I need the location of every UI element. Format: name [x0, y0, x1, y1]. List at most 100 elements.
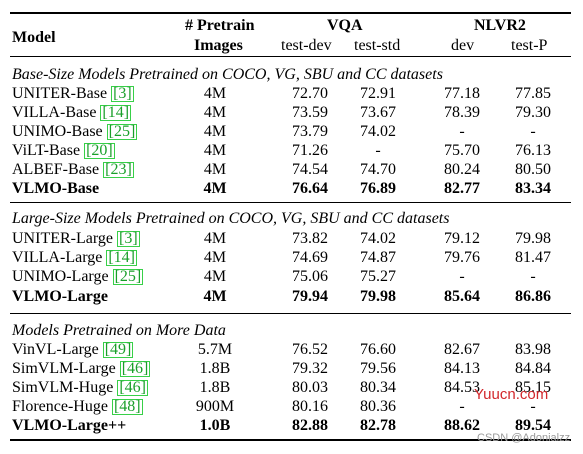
- citation-link[interactable]: [25]: [112, 268, 144, 285]
- model-name: SimVLM-Large [46]: [12, 360, 151, 377]
- vqa-test-dev-cell: 80.16: [292, 398, 328, 415]
- nlvr2-test-p-cell: -: [530, 398, 536, 415]
- vqa-test-dev-cell: 76.64: [292, 180, 328, 197]
- pretrain-cell: 5.7M: [197, 341, 233, 358]
- citation-link[interactable]: [14]: [106, 249, 137, 266]
- header-nlvr2-dev: dev: [451, 37, 475, 54]
- header-nlvr2-test-p: test-P: [511, 37, 548, 54]
- model-name: VLMO-Large: [12, 288, 108, 305]
- nlvr2-test-p-cell: 84.84: [515, 360, 551, 377]
- model-name: UNITER-Large [3]: [12, 230, 140, 247]
- nlvr2-test-p-cell: 89.54: [515, 417, 551, 434]
- section-rule: [10, 202, 571, 203]
- nlvr2-test-p-cell: -: [530, 268, 536, 285]
- vqa-test-std-cell: 82.78: [360, 417, 396, 434]
- citation-link[interactable]: [23]: [103, 161, 134, 178]
- nlvr2-test-p-cell: 85.15: [515, 379, 551, 396]
- vqa-test-dev-cell: 76.52: [292, 341, 328, 358]
- pretrain-cell: 4M: [203, 268, 227, 285]
- section-title: Models Pretrained on More Data: [12, 322, 226, 339]
- table-row: VLMO-Large++ 1.0B 82.88 82.78 88.62 89.5…: [10, 416, 571, 435]
- header-vqa-test-dev: test-dev: [281, 37, 332, 54]
- model-name: VILLA-Base [14]: [12, 104, 132, 121]
- citation-link[interactable]: [48]: [111, 398, 143, 415]
- table-row: UNIMO-Base [25] 4M 73.79 74.02 - -: [10, 122, 571, 141]
- vqa-test-std-cell: 79.56: [360, 360, 396, 377]
- citation-link[interactable]: [49]: [102, 341, 134, 358]
- nlvr2-test-p-cell: 83.98: [515, 341, 551, 358]
- vqa-test-std-cell: 74.02: [360, 230, 396, 247]
- section-title: Base-Size Models Pretrained on COCO, VG,…: [12, 66, 443, 83]
- pretrain-cell: 1.0B: [199, 417, 231, 434]
- vqa-test-std-cell: 75.27: [360, 268, 396, 285]
- pretrain-cell: 4M: [203, 288, 227, 305]
- citation-link[interactable]: [20]: [84, 142, 115, 159]
- citation-link[interactable]: [14]: [100, 104, 132, 121]
- vqa-test-dev-cell: 75.06: [292, 268, 328, 285]
- header-nlvr2: NLVR2: [474, 17, 526, 34]
- table-row: ViLT-Base [20] 4M 71.26 - 75.70 76.13: [10, 141, 571, 160]
- nlvr2-dev-cell: 84.53: [444, 379, 480, 396]
- nlvr2-dev-cell: 79.76: [444, 249, 480, 266]
- nlvr2-test-p-cell: 77.85: [515, 85, 551, 102]
- vqa-test-dev-cell: 73.82: [292, 230, 328, 247]
- nlvr2-test-p-cell: 80.50: [515, 161, 551, 178]
- table-row: VILLA-Large [14] 4M 74.69 74.87 79.76 81…: [10, 248, 571, 267]
- model-name: UNIMO-Large [25]: [12, 268, 144, 285]
- model-name: VLMO-Large++: [12, 417, 127, 434]
- vqa-test-std-cell: 80.34: [360, 379, 396, 396]
- model-name: ALBEF-Base [23]: [12, 161, 134, 178]
- nlvr2-test-p-cell: 81.47: [515, 249, 551, 266]
- model-name: ViLT-Base [20]: [12, 142, 115, 159]
- section-title: Large-Size Models Pretrained on COCO, VG…: [12, 210, 450, 227]
- pretrain-cell: 900M: [195, 398, 235, 415]
- nlvr2-dev-cell: 84.13: [444, 360, 480, 377]
- table-row: VinVL-Large [49] 5.7M 76.52 76.60 82.67 …: [10, 340, 571, 359]
- nlvr2-dev-cell: 82.67: [444, 341, 480, 358]
- vqa-test-dev-cell: 74.69: [292, 249, 328, 266]
- section-rule: [10, 313, 571, 314]
- nlvr2-test-p-cell: 76.13: [515, 142, 551, 159]
- vqa-test-std-cell: 72.91: [360, 85, 396, 102]
- table-row: VLMO-Large 4M 79.94 79.98 85.64 86.86: [10, 287, 571, 306]
- table-top-rule: [10, 12, 571, 14]
- model-name: UNITER-Base [3]: [12, 85, 134, 102]
- pretrain-cell: 4M: [203, 85, 227, 102]
- nlvr2-dev-cell: -: [459, 123, 465, 140]
- nlvr2-test-p-cell: 83.34: [515, 180, 551, 197]
- nlvr2-dev-cell: -: [459, 398, 465, 415]
- vqa-test-dev-cell: 79.32: [292, 360, 328, 377]
- nlvr2-dev-cell: 82.77: [444, 180, 480, 197]
- nlvr2-dev-cell: -: [459, 268, 465, 285]
- nlvr2-dev-cell: 77.18: [444, 85, 480, 102]
- table-row: UNITER-Base [3] 4M 72.70 72.91 77.18 77.…: [10, 84, 571, 103]
- citation-link[interactable]: [46]: [119, 360, 151, 377]
- vqa-test-std-cell: 76.60: [360, 341, 396, 358]
- model-name: VLMO-Base: [12, 180, 100, 197]
- citation-link[interactable]: [25]: [106, 123, 138, 140]
- pretrain-cell: 4M: [203, 180, 227, 197]
- model-name: UNIMO-Base [25]: [12, 123, 138, 140]
- nlvr2-dev-cell: 88.62: [444, 417, 480, 434]
- nlvr2-dev-cell: 85.64: [444, 288, 480, 305]
- watermark-credit: CSDN @Adonialzz: [477, 432, 571, 444]
- vqa-test-std-cell: 76.89: [360, 180, 396, 197]
- model-name: VinVL-Large [49]: [12, 341, 134, 358]
- pretrain-cell: 4M: [203, 104, 227, 121]
- table-row: ALBEF-Base [23] 4M 74.54 74.70 80.24 80.…: [10, 160, 571, 179]
- pretrain-cell: 4M: [203, 142, 227, 159]
- table-row: VILLA-Base [14] 4M 73.59 73.67 78.39 79.…: [10, 103, 571, 122]
- citation-link[interactable]: [3]: [117, 230, 140, 247]
- pretrain-cell: 4M: [203, 123, 227, 140]
- table-row: VLMO-Base 4M 76.64 76.89 82.77 83.34: [10, 179, 571, 198]
- header-pretrain-line2: Images: [194, 37, 243, 54]
- citation-link[interactable]: [46]: [117, 379, 148, 396]
- table-row: UNIMO-Large [25] 4M 75.06 75.27 - -: [10, 267, 571, 286]
- nlvr2-test-p-cell: 79.98: [515, 230, 551, 247]
- citation-link[interactable]: [3]: [111, 85, 134, 102]
- model-name: VILLA-Large [14]: [12, 249, 137, 266]
- pretrain-cell: 4M: [203, 230, 227, 247]
- vqa-test-dev-cell: 82.88: [292, 417, 328, 434]
- nlvr2-dev-cell: 80.24: [444, 161, 480, 178]
- model-name: Florence-Huge [48]: [12, 398, 143, 415]
